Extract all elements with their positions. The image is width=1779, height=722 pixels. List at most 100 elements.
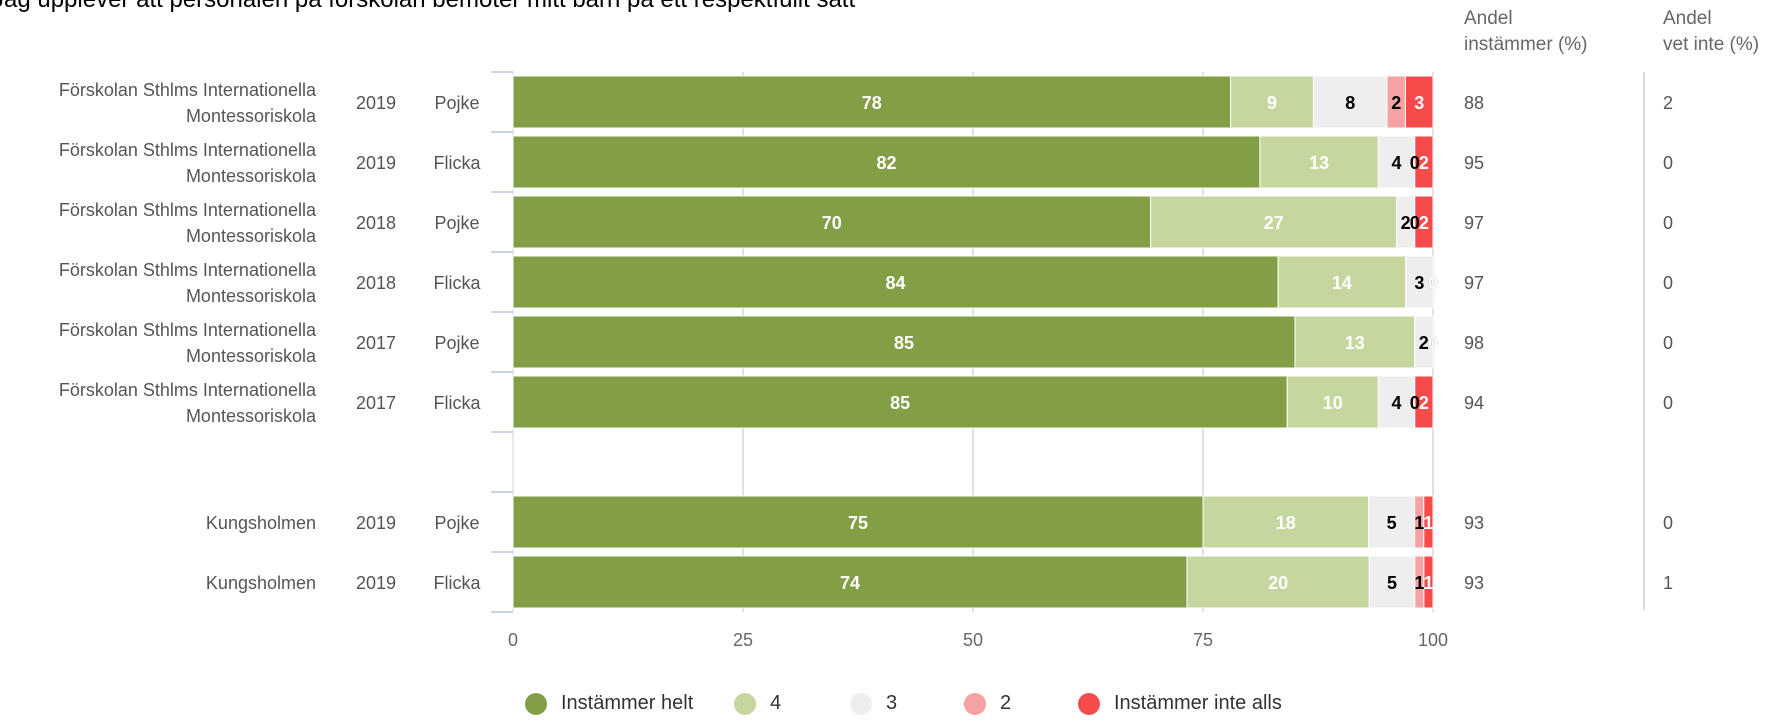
bar-segment [512,75,1232,129]
bar-data-label: 5 [1387,573,1397,593]
legend-item-3[interactable]: 3 [850,692,897,715]
agree-header: Andel instämmer (%) [1464,6,1588,58]
bar-data-label: 0 [1428,333,1438,353]
bar-data-label: 2 [1419,213,1429,233]
legend-label-2: 2 [1000,692,1012,714]
x-tick-label: 25 [733,630,753,650]
agree-header-line2: instämmer (%) [1464,34,1588,55]
bar-data-label: 84 [886,273,906,293]
bar-segment [1202,495,1370,549]
bar-data-label: 3 [1414,273,1424,293]
bar-data-label: 0 [1410,213,1420,233]
bar-data-label: 85 [890,393,910,413]
bar-data-label: 82 [876,153,896,173]
category-school-label: Förskolan Sthlms Internationella [59,380,317,400]
bar-segment [512,375,1288,429]
dontknow-value: 0 [1663,153,1673,173]
bar-segment [1414,195,1434,249]
bar-data-label: 2 [1401,213,1411,233]
bar-data-label: 78 [862,93,882,113]
bar-segment [512,315,1296,369]
bar-segment [1405,255,1434,309]
bar-data-label: 4 [1392,393,1402,413]
category-year-label: 2018 [356,273,396,293]
bar-segment [1259,135,1379,189]
bar-data-label: 3 [1414,93,1424,113]
bar-segment [1377,135,1416,189]
legend-dot-4 [734,692,756,715]
bar-segment [1186,555,1370,609]
category-school-label: Kungsholmen [206,573,316,593]
bar-data-label: 1 [1423,513,1433,533]
legend-item-2[interactable]: 2 [964,692,1011,715]
category-school-label: Montessoriskola [186,166,317,186]
dontknow-value: 0 [1663,273,1673,293]
bar-data-label: 1 [1414,573,1424,593]
x-tick-label: 100 [1418,630,1448,650]
bar-segment [1150,195,1398,249]
legend-dot-3 [850,692,872,715]
bar-segment [1230,75,1314,129]
dontknow-header: Andel vet inte (%) [1663,6,1759,58]
dontknow-value: 0 [1663,333,1673,353]
bar-data-label: 2 [1391,93,1401,113]
bar-data-label: 70 [822,213,842,233]
bar-data-label: 27 [1264,213,1284,233]
agree-value: 93 [1464,573,1484,593]
x-tick-label: 50 [963,630,983,650]
category-year-label: 2017 [356,393,396,413]
dontknow-value: 2 [1663,93,1673,113]
legend: Instämmer helt 4 3 2 Instämmer inte alls [0,692,1779,722]
category-school-label: Förskolan Sthlms Internationella [59,200,317,220]
dontknow-header-line1: Andel [1663,8,1712,29]
legend-label-3: 3 [886,692,898,714]
x-tick-label: 75 [1193,630,1213,650]
bar-data-label: 13 [1345,333,1365,353]
bar-data-label: 18 [1276,513,1296,533]
legend-item-instammer-inte-alls[interactable]: Instämmer inte alls [1078,692,1282,715]
legend-label-instammer-helt: Instämmer helt [561,692,694,714]
category-gender-label: Pojke [434,333,479,353]
category-school-label: Montessoriskola [186,406,317,426]
bar-data-label: 2 [1419,333,1429,353]
agree-value: 94 [1464,393,1484,413]
bar-data-label: 20 [1268,573,1288,593]
category-year-label: 2019 [356,573,396,593]
bar-segment [1414,375,1434,429]
legend-label-4: 4 [770,692,782,714]
bar-segment [512,255,1279,309]
bar-data-label: 2 [1419,153,1429,173]
bar-segment [1312,75,1388,129]
bar-data-label: 13 [1309,153,1329,173]
bar-data-label: 0 [1428,333,1438,353]
bar-data-label: 85 [894,333,914,353]
category-year-label: 2019 [356,513,396,533]
category-school-label: Montessoriskola [186,106,317,126]
category-gender-label: Flicka [433,273,481,293]
agree-value: 88 [1464,93,1484,113]
category-year-label: 2017 [356,333,396,353]
bar-data-label: 5 [1387,513,1397,533]
agree-value: 97 [1464,273,1484,293]
legend-dot-instammer-helt [525,692,547,715]
agree-header-line1: Andel [1464,8,1513,29]
bar-data-label: 75 [848,513,868,533]
bar-segment [1423,555,1434,609]
bar-data-label: 0 [1410,153,1420,173]
bar-segment [1377,375,1416,429]
category-school-label: Montessoriskola [186,226,317,246]
legend-label-instammer-inte-alls: Instämmer inte alls [1114,692,1282,714]
category-gender-label: Flicka [433,573,481,593]
bar-data-label: 1 [1423,573,1433,593]
dontknow-value: 0 [1663,213,1673,233]
x-tick-label: 0 [508,630,518,650]
column-separator [1643,72,1645,610]
bar-segment [1423,495,1434,549]
category-school-label: Förskolan Sthlms Internationella [59,80,317,100]
category-school-label: Förskolan Sthlms Internationella [59,260,317,280]
category-school-label: Montessoriskola [186,286,317,306]
chart-title: Jag upplever att personalen på förskolan… [0,0,855,14]
legend-item-4[interactable]: 4 [734,692,781,715]
legend-item-instammer-helt[interactable]: Instämmer helt [525,692,693,715]
bar-segment [1404,75,1434,129]
